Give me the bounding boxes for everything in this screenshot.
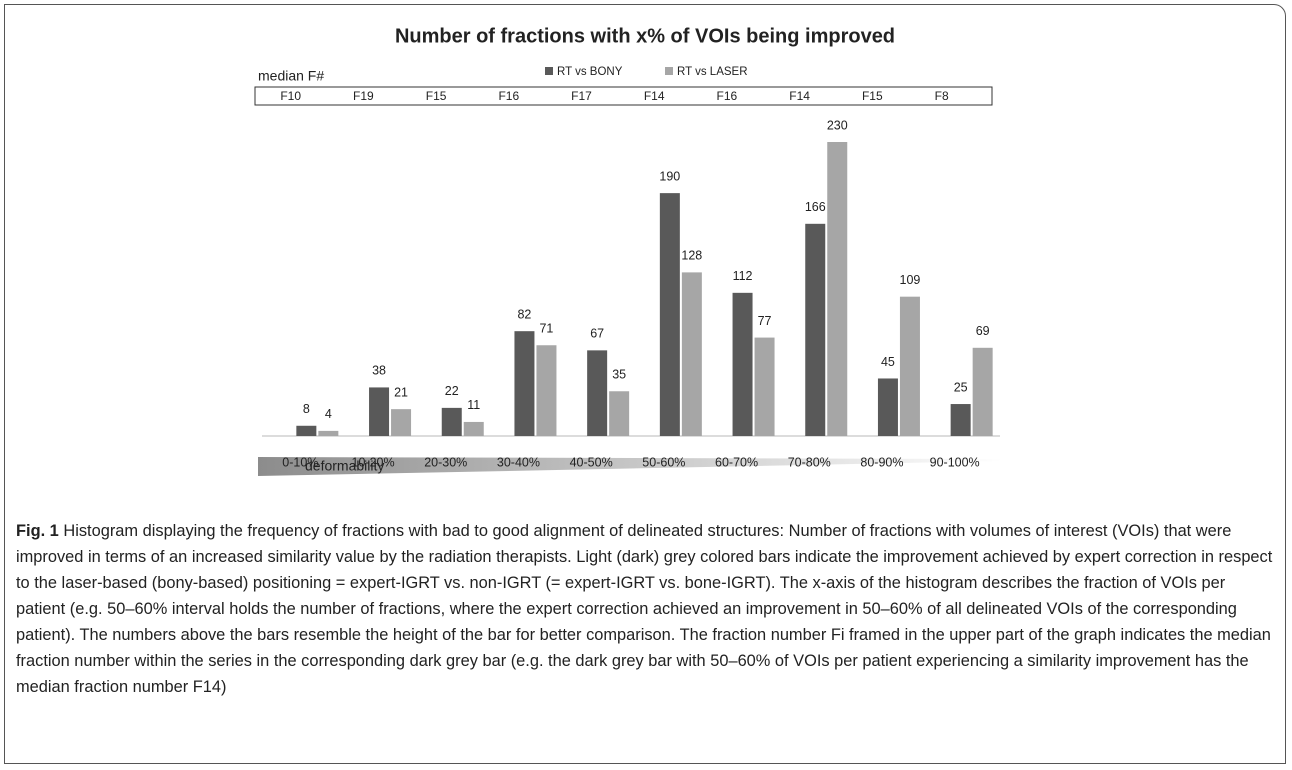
- median-fraction: F8: [935, 89, 949, 103]
- value-label: 166: [805, 200, 826, 214]
- bar: [463, 421, 484, 436]
- value-label: 45: [881, 355, 895, 369]
- value-label: 22: [445, 384, 459, 398]
- bar: [754, 337, 775, 436]
- bar: [391, 409, 412, 436]
- median-fraction: F16: [498, 89, 519, 103]
- value-label: 71: [539, 322, 553, 336]
- x-tick-label: 0-10%: [282, 455, 318, 469]
- legend-label: RT vs LASER: [677, 66, 748, 78]
- bar: [369, 387, 390, 436]
- bar: [732, 292, 753, 436]
- value-label: 190: [659, 169, 680, 183]
- bar: [827, 142, 848, 436]
- value-label: 69: [976, 324, 990, 338]
- value-label: 11: [467, 398, 480, 412]
- median-box: [254, 86, 993, 106]
- value-label: 25: [954, 380, 968, 394]
- bar: [536, 345, 557, 436]
- median-fraction: F14: [644, 89, 665, 103]
- x-tick-label: 80-90%: [860, 455, 903, 469]
- x-tick-label: 90-100%: [930, 455, 980, 469]
- bar: [441, 407, 462, 436]
- value-label: 77: [758, 314, 772, 328]
- bar: [805, 223, 826, 436]
- legend-label: RT vs BONY: [557, 66, 623, 78]
- x-tick-label: 40-50%: [570, 455, 613, 469]
- value-label: 109: [900, 273, 921, 287]
- value-label: 8: [303, 402, 310, 416]
- bar: [659, 193, 680, 436]
- caption-label: Fig. 1: [16, 522, 59, 540]
- median-fraction: F15: [862, 89, 883, 103]
- x-tick-label: 10-20%: [352, 455, 395, 469]
- x-tick-label: 70-80%: [788, 455, 831, 469]
- median-label: median F#: [258, 68, 324, 84]
- bar: [899, 296, 920, 436]
- x-tick-label: 30-40%: [497, 455, 540, 469]
- deformability-wedge: [258, 457, 1002, 476]
- value-label: 82: [517, 307, 531, 321]
- value-label: 128: [681, 249, 702, 263]
- bar: [318, 430, 339, 436]
- caption: Fig. 1 Histogram displaying the frequenc…: [16, 518, 1278, 700]
- figure-frame: [4, 4, 1286, 764]
- value-label: 35: [612, 368, 626, 382]
- value-label: 21: [394, 385, 408, 399]
- legend-swatch: [665, 67, 673, 75]
- x-tick-label: 20-30%: [424, 455, 467, 469]
- bar: [681, 272, 702, 436]
- bar: [972, 347, 993, 436]
- legend-swatch: [545, 67, 553, 75]
- caption-text: Histogram displaying the frequency of fr…: [16, 522, 1273, 696]
- chart: Number of fractions with x% of VOIs bein…: [254, 25, 1002, 476]
- chart-title: Number of fractions with x% of VOIs bein…: [395, 25, 895, 47]
- value-label: 4: [325, 407, 332, 421]
- bar: [296, 425, 317, 436]
- median-fraction: F10: [280, 89, 301, 103]
- value-label: 112: [733, 269, 753, 283]
- median-fraction: F15: [426, 89, 447, 103]
- value-label: 230: [827, 118, 848, 132]
- bar: [950, 404, 971, 436]
- median-fraction: F17: [571, 89, 592, 103]
- bar: [587, 350, 608, 436]
- x-tick-label: 60-70%: [715, 455, 758, 469]
- gradient-label: deformability: [305, 458, 384, 474]
- x-tick-label: 50-60%: [642, 455, 685, 469]
- value-label: 67: [590, 327, 604, 341]
- median-fraction: F14: [789, 89, 810, 103]
- value-label: 38: [372, 364, 386, 378]
- bar: [609, 391, 630, 436]
- median-fraction: F16: [717, 89, 738, 103]
- bar: [877, 378, 898, 436]
- median-fraction: F19: [353, 89, 374, 103]
- bar: [514, 331, 535, 436]
